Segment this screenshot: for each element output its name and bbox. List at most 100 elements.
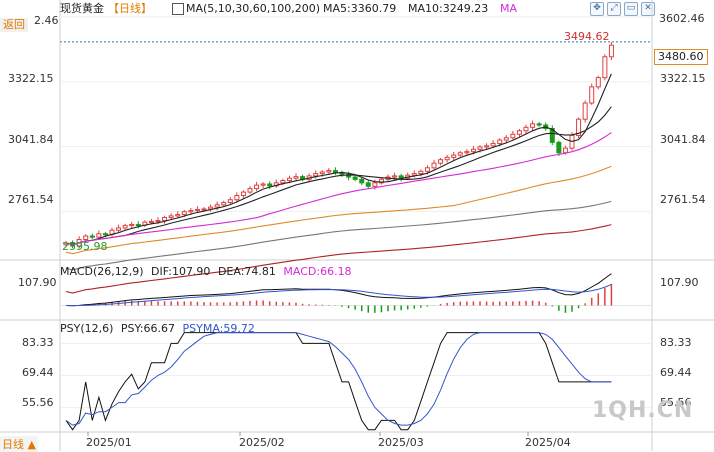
candle-body-55 — [424, 167, 430, 172]
macd-dif: DIF:107.90 — [151, 265, 211, 278]
ma-settings-icon[interactable] — [172, 3, 184, 15]
candle-body-18 — [181, 211, 187, 216]
candle-body-24 — [221, 201, 227, 206]
expand-icon[interactable]: ⤢ — [607, 2, 621, 16]
psy-line — [65, 332, 612, 431]
candle-body-15 — [162, 217, 168, 222]
candle-body-19 — [188, 210, 194, 213]
instrument-name: 现货黄金 — [60, 2, 104, 15]
ma5-value: MA5:3360.79 — [323, 2, 397, 15]
x-axis-label-3: 2025/04 — [525, 436, 571, 449]
ma-more: MA — [500, 2, 518, 15]
candle-body-82 — [602, 56, 608, 79]
candle-body-74 — [549, 127, 555, 143]
candle-body-10 — [129, 223, 135, 227]
candle-body-11 — [135, 223, 141, 226]
macd-dea: DEA:74.81 — [217, 265, 276, 278]
candle-body-66 — [497, 139, 503, 145]
psy-value: PSY:66.67 — [120, 322, 175, 335]
candle-body-65 — [490, 143, 496, 147]
candle-body-80 — [589, 86, 595, 104]
candle-body-45 — [359, 178, 365, 184]
ma100-line — [65, 200, 612, 271]
psy-left-label-2: 55.56 — [22, 396, 54, 409]
macd-dea-line — [65, 283, 612, 307]
candle-body-43 — [346, 173, 352, 178]
candle-body-47 — [372, 182, 378, 187]
candle-body-67 — [503, 137, 509, 141]
candle-body-14 — [155, 220, 161, 223]
psyma-value: PSYMA:59.72 — [182, 322, 255, 335]
ma10-line — [65, 106, 612, 246]
candle-body-13 — [148, 220, 154, 223]
candle-body-33 — [280, 180, 286, 184]
psy-left-label-0: 83.33 — [22, 336, 54, 349]
macd-title: MACD(26,12,9) — [60, 265, 144, 278]
candle-body-56 — [431, 162, 437, 169]
candle-body-58 — [444, 156, 450, 161]
candle-body-39 — [319, 171, 325, 175]
candle-body-20 — [194, 208, 200, 212]
candle-body-16 — [168, 215, 174, 219]
candle-body-64 — [484, 145, 490, 148]
psy-header: PSY(12,6) PSY:66.67 PSYMA:59.72 — [60, 322, 255, 336]
period-label[interactable]: 【日线】 — [108, 2, 152, 15]
candle-body-75 — [556, 141, 562, 154]
psy-axis-label-0: 83.33 — [660, 336, 692, 349]
psy-axis-label-2: 55.56 — [660, 396, 692, 409]
candle-body-44 — [352, 176, 358, 180]
back-button[interactable]: 返回 — [0, 18, 28, 32]
candle-body-62 — [470, 148, 476, 153]
candle-body-26 — [234, 195, 240, 201]
psy-title: PSY(12,6) — [60, 322, 114, 335]
macd-left-label: 107.90 — [18, 276, 57, 289]
candle-body-5 — [96, 233, 102, 238]
candle-body-76 — [562, 147, 568, 154]
macd-value: MACD:66.18 — [283, 265, 352, 278]
candle-body-27 — [240, 191, 246, 197]
candle-body-57 — [438, 159, 444, 164]
candle-body-21 — [201, 208, 207, 211]
left-price-label-2: 2761.54 — [8, 193, 54, 206]
price-axis-label-1: 3322.15 — [660, 72, 706, 85]
x-axis-label-0: 2025/01 — [86, 436, 132, 449]
left-price-label-0: 3322.15 — [8, 72, 54, 85]
candle-body-54 — [418, 170, 424, 175]
candle-body-50 — [392, 175, 398, 178]
candle-body-9 — [122, 225, 128, 229]
ma-label: MA(5,10,30,60,100,200) — [186, 2, 321, 15]
left-top-value: 2.46 — [34, 14, 59, 27]
psyma-line — [65, 332, 612, 426]
candle-body-22 — [208, 206, 214, 210]
low-price-label: 2595.98 — [62, 240, 108, 253]
candle-body-71 — [530, 123, 536, 128]
price-axis-label-0: 3602.46 — [659, 12, 705, 25]
price-axis-label-2: 3041.84 — [660, 133, 706, 146]
ma60-line — [65, 165, 612, 255]
watermark-logo: 1QH.CN — [592, 398, 694, 423]
high-price-label: 3494.62 — [564, 30, 610, 43]
candle-body-83 — [608, 44, 614, 58]
psy-left-label-1: 69.44 — [22, 366, 54, 379]
candle-body-25 — [227, 199, 233, 203]
candle-body-59 — [451, 154, 457, 158]
ma10-value: MA10:3249.23 — [408, 2, 489, 15]
ma30-line — [65, 132, 612, 246]
candle-body-8 — [116, 227, 122, 231]
ma200-line — [65, 224, 612, 294]
candle-body-46 — [365, 182, 371, 187]
candle-body-72 — [536, 123, 542, 126]
price-axis-label-3: 2761.54 — [660, 193, 706, 206]
macd-axis-label: 107.90 — [660, 276, 699, 289]
ma5-line — [65, 73, 612, 246]
candle-body-34 — [286, 177, 292, 182]
candle-body-48 — [378, 178, 384, 184]
period-tab[interactable]: 日线 ▲ — [0, 436, 38, 452]
x-axis-label-1: 2025/02 — [239, 436, 285, 449]
move-icon[interactable]: ✥ — [590, 2, 604, 16]
collapse-icon[interactable]: ▭ — [624, 2, 638, 16]
left-price-label-1: 3041.84 — [8, 133, 54, 146]
candle-body-78 — [576, 118, 582, 136]
candle-body-60 — [457, 152, 463, 156]
